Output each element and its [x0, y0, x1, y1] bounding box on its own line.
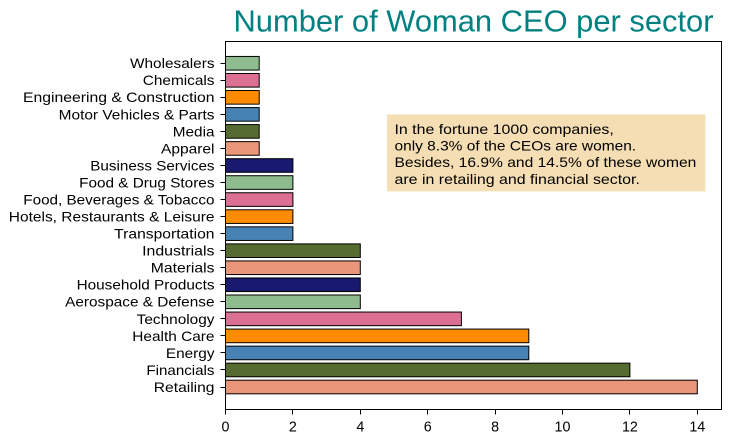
svg-text:Wholesalers: Wholesalers	[130, 55, 215, 71]
svg-text:Media: Media	[173, 123, 215, 139]
svg-text:Technology: Technology	[137, 311, 215, 327]
svg-text:Chemicals: Chemicals	[143, 72, 215, 88]
svg-text:2: 2	[289, 419, 297, 435]
svg-text:Food & Drug Stores: Food & Drug Stores	[79, 174, 214, 190]
svg-text:4: 4	[356, 419, 364, 435]
svg-text:0: 0	[222, 419, 230, 435]
svg-text:Food, Beverages & Tobacco: Food, Beverages & Tobacco	[23, 191, 215, 207]
svg-text:Household Products: Household Products	[77, 277, 215, 293]
svg-text:Besides, 16.9% and 14.5% of th: Besides, 16.9% and 14.5% of these women	[395, 154, 697, 170]
svg-text:10: 10	[555, 419, 571, 435]
svg-text:In the fortune 1000 companies,: In the fortune 1000 companies,	[395, 121, 614, 137]
svg-text:only 8.3% of the CEOs are wome: only 8.3% of the CEOs are women.	[395, 138, 637, 154]
svg-text:Hotels, Restaurants & Leisure: Hotels, Restaurants & Leisure	[9, 209, 215, 225]
svg-text:Number of Woman CEO per sector: Number of Woman CEO per sector	[234, 5, 714, 39]
svg-text:8: 8	[491, 419, 499, 435]
svg-text:Health Care: Health Care	[132, 328, 215, 344]
svg-text:are in retailing and financial: are in retailing and financial sector.	[395, 171, 640, 187]
svg-text:Energy: Energy	[166, 345, 215, 361]
svg-text:6: 6	[424, 419, 432, 435]
svg-text:Engineering & Construction: Engineering & Construction	[23, 89, 215, 105]
svg-text:Transportation: Transportation	[114, 226, 214, 242]
svg-text:Motor Vehicles & Parts: Motor Vehicles & Parts	[59, 106, 215, 122]
svg-text:14: 14	[689, 419, 705, 435]
svg-text:Financials: Financials	[146, 362, 214, 378]
svg-text:Industrials: Industrials	[142, 243, 214, 259]
svg-text:Materials: Materials	[151, 260, 215, 276]
svg-text:Retailing: Retailing	[154, 379, 215, 395]
svg-text:Business Services: Business Services	[90, 157, 214, 173]
svg-text:Apparel: Apparel	[161, 140, 215, 156]
svg-text:Aerospace & Defense: Aerospace & Defense	[65, 294, 215, 310]
svg-text:12: 12	[622, 419, 638, 435]
